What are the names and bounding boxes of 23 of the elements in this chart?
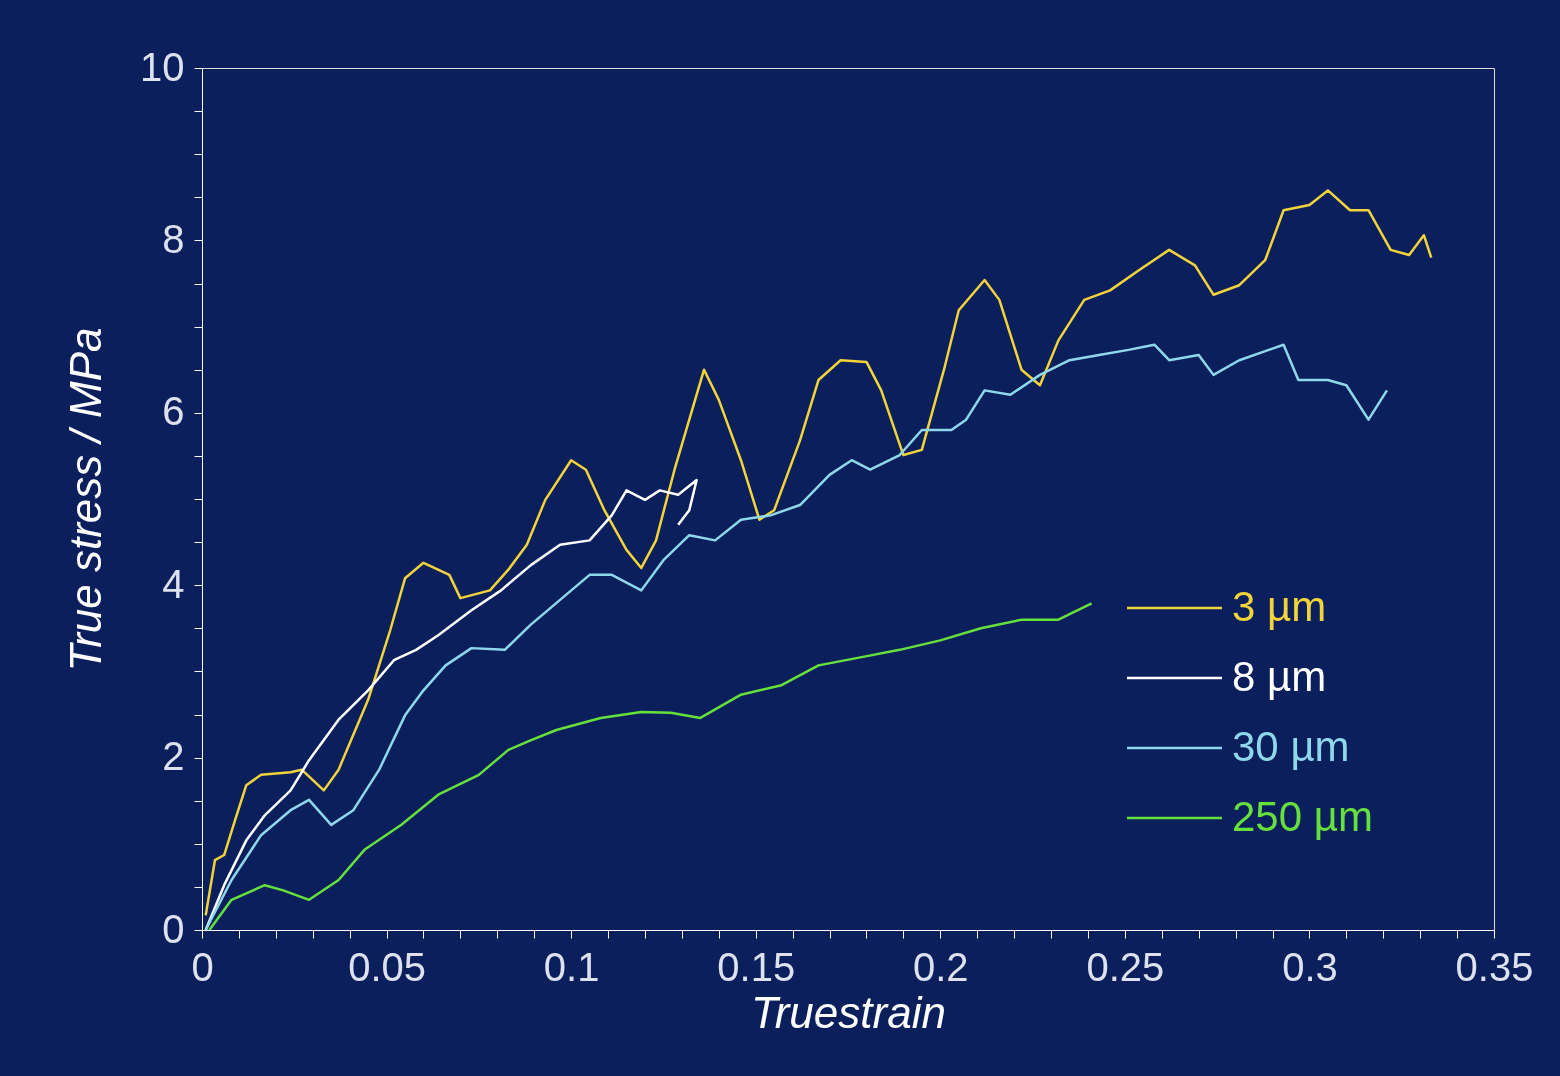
x-tick-label: 0 (191, 944, 214, 989)
x-axis-title: Truestrain (751, 987, 946, 1037)
x-tick-label: 0.25 (1086, 944, 1165, 989)
line-series (204, 343, 1389, 932)
legend-label: 8 µm (1232, 653, 1327, 700)
x-tick-label: 0.15 (717, 944, 796, 989)
x-tick-label: 0.2 (912, 944, 969, 989)
legend-label: 3 µm (1232, 583, 1327, 630)
y-tick-label: 8 (162, 216, 185, 261)
x-tick-label: 0.35 (1455, 944, 1534, 989)
legend-label: 30 µm (1232, 723, 1350, 770)
line-series (208, 602, 1093, 932)
legend-label: 250 µm (1232, 793, 1373, 840)
line-series (204, 189, 1433, 917)
y-tick-label: 10 (140, 44, 185, 89)
x-tick-label: 0.1 (543, 944, 600, 989)
x-tick-label: 0.05 (348, 944, 426, 989)
y-tick-label: 6 (162, 389, 185, 434)
y-tick-label: 4 (162, 561, 185, 606)
y-axis-title: True stress / MPa (61, 327, 111, 672)
x-tick-label: 0.3 (1282, 944, 1338, 989)
y-tick-label: 0 (162, 906, 185, 951)
y-tick-label: 2 (162, 734, 185, 779)
